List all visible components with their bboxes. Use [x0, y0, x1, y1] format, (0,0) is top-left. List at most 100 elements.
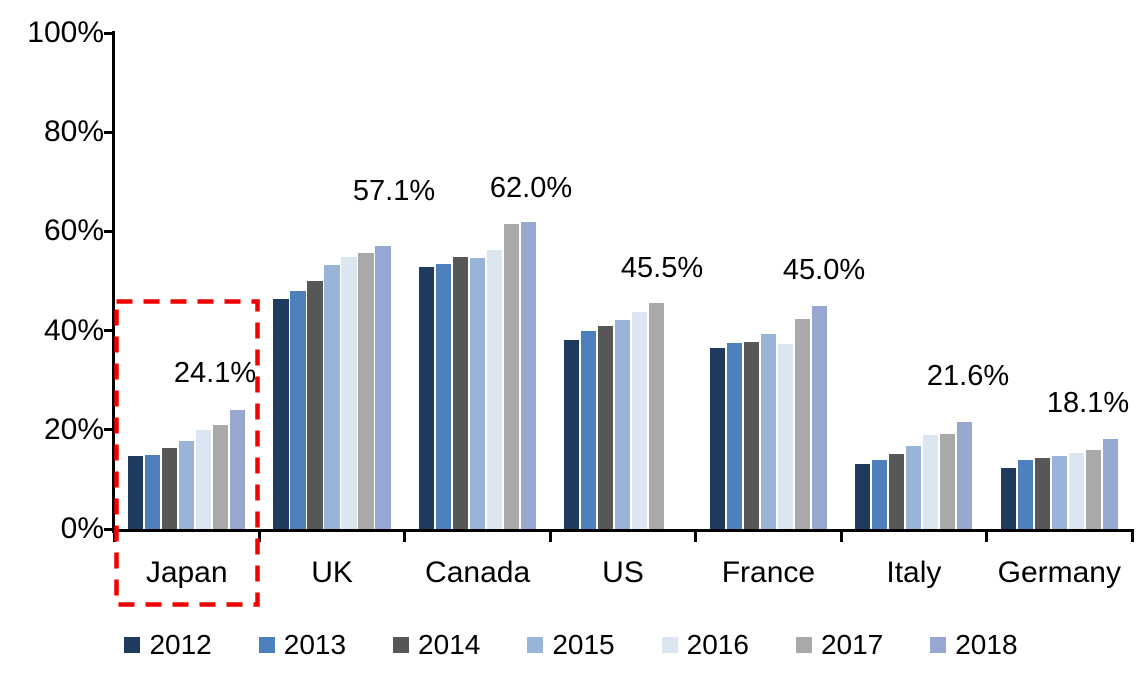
bar-italy-2017 — [940, 433, 956, 529]
legend-swatch-2015 — [527, 637, 544, 653]
y-axis-line — [112, 31, 115, 533]
bar-uk-2014 — [307, 280, 323, 529]
legend-label-2018: 2018 — [955, 629, 1018, 660]
bar-japan-2018 — [230, 409, 246, 529]
bar-france-2013 — [726, 342, 742, 529]
bar-us-2014 — [598, 325, 614, 529]
data-label-france: 45.0% — [782, 254, 866, 286]
bar-canada-2012 — [418, 266, 435, 529]
y-axis-tick — [104, 329, 114, 333]
legend-label-2017: 2017 — [820, 629, 884, 660]
bar-canada-2016 — [486, 250, 503, 529]
legend-swatch-2018 — [930, 637, 947, 653]
y-axis-tick — [104, 428, 114, 432]
x-axis-label-germany: Germany — [997, 556, 1121, 589]
bar-germany-2013 — [1017, 460, 1033, 529]
legend: 2012 2013 2014 2015 2016 2017 2018 — [0, 631, 1142, 659]
legend-item-2016: 2016 — [661, 629, 749, 660]
bar-germany-2016 — [1068, 452, 1084, 529]
y-axis-tick-label: 20% — [43, 412, 104, 446]
bar-france-2012 — [709, 348, 725, 529]
legend-label-2016: 2016 — [686, 629, 749, 660]
x-axis-tick — [985, 529, 989, 542]
legend-item-2012: 2012 — [124, 629, 212, 660]
legend-label-2014: 2014 — [418, 629, 481, 660]
bar-france-2018 — [811, 305, 827, 529]
legend-item-2015: 2015 — [527, 629, 615, 660]
y-axis-tick-label: 100% — [27, 16, 104, 49]
bar-japan-2014 — [162, 447, 178, 529]
bar-us-2016 — [632, 312, 648, 529]
data-label-germany: 18.1% — [1046, 387, 1130, 419]
data-label-uk: 57.1% — [352, 175, 436, 207]
legend-swatch-2013 — [258, 637, 275, 653]
bar-canada-2013 — [435, 263, 452, 529]
x-axis-tick — [112, 529, 116, 542]
bar-italy-2013 — [872, 459, 888, 529]
bar-japan-2013 — [145, 455, 161, 529]
bar-us-2013 — [581, 330, 597, 529]
bar-uk-2018 — [375, 245, 391, 529]
legend-swatch-2017 — [795, 637, 812, 653]
legend-swatch-2012 — [124, 637, 141, 653]
legend-swatch-2016 — [661, 637, 678, 653]
y-axis-tick — [104, 31, 114, 35]
legend-item-2013: 2013 — [258, 629, 347, 660]
bar-france-2014 — [743, 342, 759, 529]
legend-item-2018: 2018 — [930, 629, 1018, 660]
x-axis-label-italy: Italy — [886, 556, 942, 589]
bar-italy-2018 — [957, 421, 973, 529]
legend-item-2017: 2017 — [795, 629, 884, 660]
y-axis-tick-label: 80% — [43, 115, 104, 149]
bar-uk-2017 — [358, 252, 374, 529]
x-axis-line — [112, 529, 1134, 532]
bar-japan-2012 — [128, 456, 144, 529]
y-axis-tick — [104, 229, 114, 233]
bar-germany-2014 — [1034, 457, 1050, 529]
data-label-japan: 24.1% — [173, 357, 257, 389]
bar-germany-2012 — [1000, 467, 1016, 529]
bar-canada-2014 — [452, 256, 469, 529]
bar-japan-2015 — [179, 440, 195, 529]
bar-germany-2015 — [1051, 455, 1067, 529]
bar-france-2015 — [760, 334, 776, 529]
y-axis-tick — [104, 130, 114, 134]
legend-swatch-2014 — [393, 637, 410, 653]
x-axis-tick — [1130, 529, 1134, 542]
legend-item-2014: 2014 — [393, 631, 480, 659]
y-axis-tick-label: 40% — [43, 313, 104, 347]
x-axis-tick — [257, 529, 261, 542]
bar-canada-2017 — [503, 223, 520, 529]
bar-japan-2016 — [196, 430, 212, 529]
y-axis-tick-label: 0% — [60, 512, 104, 545]
bar-italy-2016 — [923, 434, 939, 529]
legend-label-2012: 2012 — [149, 629, 212, 660]
bar-uk-2015 — [324, 265, 340, 529]
bar-france-2017 — [794, 319, 810, 529]
data-label-us: 45.5% — [620, 252, 704, 284]
x-axis-tick — [839, 529, 843, 542]
bar-uk-2016 — [341, 257, 357, 529]
x-axis-label-japan: Japan — [145, 556, 228, 589]
x-axis-label-uk: UK — [311, 556, 353, 589]
legend-label-2015: 2015 — [552, 629, 615, 660]
x-axis-tick — [694, 529, 698, 542]
legend-label-2013: 2013 — [283, 629, 347, 660]
bar-italy-2012 — [855, 464, 871, 529]
bar-germany-2017 — [1085, 450, 1101, 529]
y-axis-tick-label: 60% — [43, 214, 104, 248]
bar-canada-2018 — [520, 221, 537, 529]
x-axis-label-canada: Canada — [425, 556, 531, 589]
bar-france-2016 — [777, 344, 793, 529]
x-axis-label-us: US — [602, 556, 644, 589]
bar-germany-2018 — [1102, 439, 1118, 529]
x-axis-tick — [548, 529, 552, 542]
bar-japan-2017 — [213, 424, 229, 529]
bar-italy-2014 — [889, 453, 905, 529]
bar-uk-2012 — [273, 299, 289, 529]
bar-italy-2015 — [906, 445, 922, 529]
x-axis-label-france: France — [721, 556, 816, 589]
x-axis-tick — [403, 529, 407, 542]
y-axis-tick — [104, 527, 114, 531]
